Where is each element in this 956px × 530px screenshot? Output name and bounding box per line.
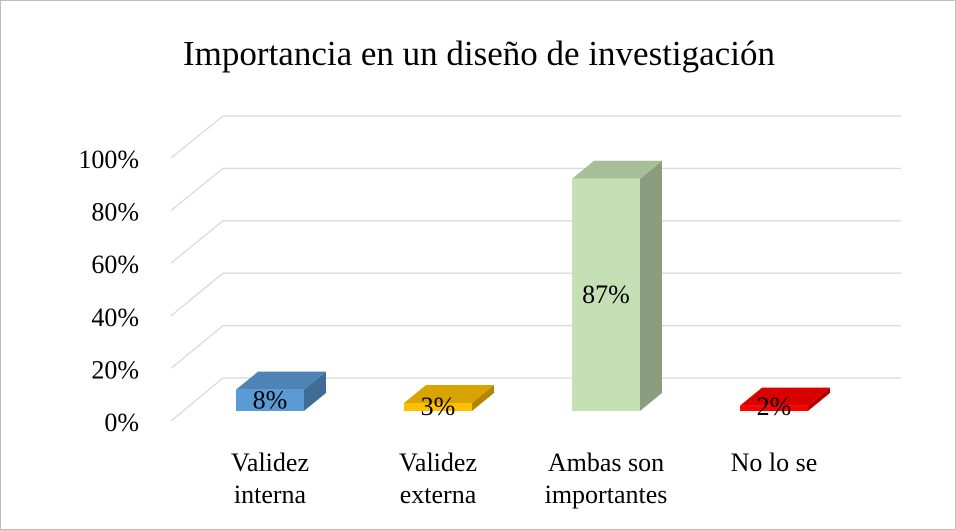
x-tick-label: Validez externa xyxy=(399,448,477,509)
grid-line xyxy=(170,167,901,212)
bar xyxy=(740,387,830,411)
data-label: 8% xyxy=(253,385,288,414)
data-label: 2% xyxy=(757,392,792,421)
data-label: 3% xyxy=(421,392,456,421)
grid-line xyxy=(170,272,901,317)
data-label: 87% xyxy=(582,280,630,309)
bar-top xyxy=(236,371,326,390)
x-tick-label: Ambas son importantes xyxy=(544,448,668,509)
x-tick-label: Validez interna xyxy=(231,448,309,509)
bar-side xyxy=(808,387,830,411)
bar-top xyxy=(572,160,662,179)
bar-front xyxy=(236,389,304,411)
grid-line xyxy=(170,115,901,159)
y-tick-label: 40% xyxy=(91,303,139,332)
bar-front xyxy=(572,178,640,411)
bar xyxy=(236,371,326,411)
bar xyxy=(572,160,662,411)
bar-side xyxy=(472,384,494,411)
y-tick-label: 20% xyxy=(91,355,139,384)
y-tick-label: 0% xyxy=(104,408,139,437)
bar-top xyxy=(740,387,830,406)
y-tick-label: 100% xyxy=(78,145,139,174)
bar xyxy=(404,384,494,411)
grid-line xyxy=(170,220,901,264)
bar-front xyxy=(740,405,808,411)
bar-side xyxy=(304,371,326,411)
x-tick-label: No lo se xyxy=(730,448,818,477)
y-tick-label: 60% xyxy=(91,250,139,279)
grid-line xyxy=(170,377,901,422)
chart-title: Importancia en un diseño de investigació… xyxy=(183,34,775,73)
y-tick-label: 80% xyxy=(91,198,139,227)
bar-side xyxy=(640,160,662,411)
bar-front xyxy=(404,402,472,411)
bar-top xyxy=(404,384,494,403)
grid-line xyxy=(170,324,901,369)
